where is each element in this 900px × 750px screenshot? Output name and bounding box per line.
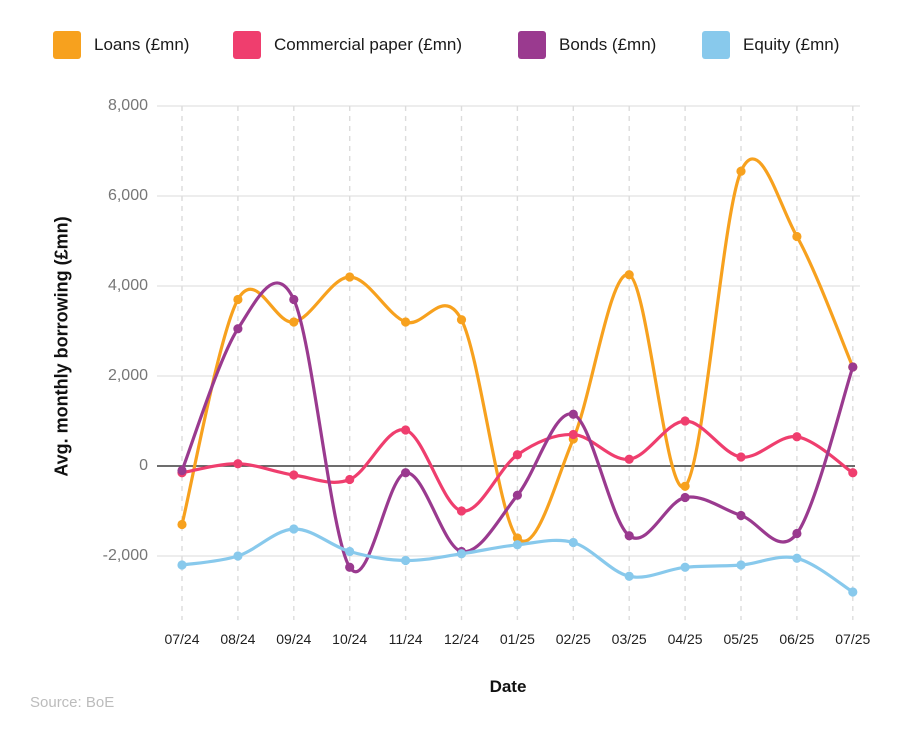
- x-tick-label: 01/25: [499, 631, 535, 647]
- y-tick-label: 4,000: [107, 277, 148, 294]
- x-tick-label: 04/25: [667, 631, 703, 647]
- data-point-bonds: [345, 562, 355, 572]
- x-tick-label: 03/25: [611, 631, 647, 647]
- legend-swatch-commercial-paper: [233, 31, 261, 59]
- x-tick-label: 05/25: [723, 631, 759, 647]
- data-point-equity: [680, 562, 690, 572]
- source-note: Source: BoE: [30, 694, 115, 711]
- x-tick-label: 06/25: [779, 631, 815, 647]
- data-point-commercial: [401, 425, 411, 435]
- data-point-commercial: [680, 416, 690, 426]
- data-point-commercial: [624, 454, 634, 464]
- data-point-bonds: [680, 492, 690, 503]
- data-point-bonds: [512, 490, 523, 500]
- data-point-bonds: [289, 294, 299, 305]
- y-tick-label: 0: [139, 457, 148, 474]
- x-tick-label: 11/24: [388, 631, 423, 647]
- legend-swatch-loans: [53, 31, 81, 59]
- y-tick-label: 6,000: [107, 187, 148, 204]
- data-point-commercial: [512, 450, 523, 460]
- y-tick-label: -2,000: [102, 547, 148, 564]
- data-point-equity: [512, 540, 523, 550]
- data-point-loans: [345, 272, 355, 282]
- legend-label-equity: Equity (£mn): [743, 35, 840, 54]
- data-point-equity: [345, 546, 355, 557]
- data-point-commercial: [848, 468, 858, 478]
- legend-item-equity: Equity (£mn): [702, 31, 839, 59]
- data-point-bonds: [624, 531, 634, 541]
- legend-item-loans: Loans (£mn): [53, 31, 189, 59]
- data-point-bonds: [401, 468, 411, 478]
- data-point-loans: [233, 294, 243, 305]
- x-tick-label: 07/24: [164, 631, 200, 647]
- x-tick-label: 12/24: [443, 631, 480, 647]
- legend-label-bonds: Bonds (£mn): [559, 35, 657, 54]
- data-point-bonds: [736, 510, 746, 521]
- data-point-loans: [736, 166, 746, 176]
- data-point-equity: [736, 560, 746, 570]
- x-tick-label: 09/24: [276, 631, 312, 647]
- x-tick-label: 07/25: [835, 631, 871, 647]
- x-tick-label: 08/24: [220, 631, 256, 647]
- data-point-equity: [456, 549, 467, 559]
- data-point-loans: [680, 481, 690, 491]
- data-point-equity: [848, 587, 858, 597]
- data-point-loans: [401, 317, 411, 327]
- data-point-bonds: [792, 528, 802, 539]
- data-point-loans: [456, 315, 467, 325]
- data-point-commercial: [289, 470, 299, 480]
- x-axis-title: Date: [489, 677, 527, 696]
- data-point-bonds: [848, 362, 858, 372]
- legend-label-commercial-paper: Commercial paper (£mn): [274, 35, 462, 54]
- data-point-loans: [289, 317, 299, 327]
- data-point-commercial: [568, 429, 578, 440]
- data-point-loans: [792, 231, 802, 242]
- data-point-commercial: [456, 506, 467, 516]
- data-point-commercial: [233, 459, 243, 469]
- legend-item-bonds: Bonds (£mn): [518, 31, 656, 59]
- x-tick-label: 02/25: [555, 631, 591, 647]
- y-tick-label: 8,000: [107, 97, 148, 114]
- y-tick-label: 2,000: [107, 367, 148, 384]
- x-tick-label: 10/24: [332, 631, 368, 647]
- data-point-bonds: [233, 324, 243, 334]
- data-point-equity: [177, 560, 187, 570]
- data-point-loans: [624, 270, 634, 280]
- data-point-equity: [233, 551, 243, 561]
- data-point-commercial: [345, 474, 355, 485]
- data-point-equity: [624, 571, 634, 581]
- data-point-equity: [792, 553, 802, 563]
- data-point-equity: [401, 555, 411, 566]
- data-point-loans: [177, 519, 187, 530]
- data-point-bonds: [568, 409, 578, 419]
- data-point-equity: [289, 524, 299, 534]
- data-point-commercial: [736, 452, 746, 462]
- data-point-loans: [512, 533, 523, 543]
- data-point-commercial: [792, 432, 802, 442]
- legend-label-loans: Loans (£mn): [94, 35, 190, 54]
- legend-item-commercial-paper: Commercial paper (£mn): [233, 31, 462, 59]
- legend-swatch-equity: [702, 31, 730, 59]
- data-point-equity: [568, 537, 578, 548]
- data-point-bonds: [177, 465, 187, 476]
- legend-swatch-bonds: [518, 31, 546, 59]
